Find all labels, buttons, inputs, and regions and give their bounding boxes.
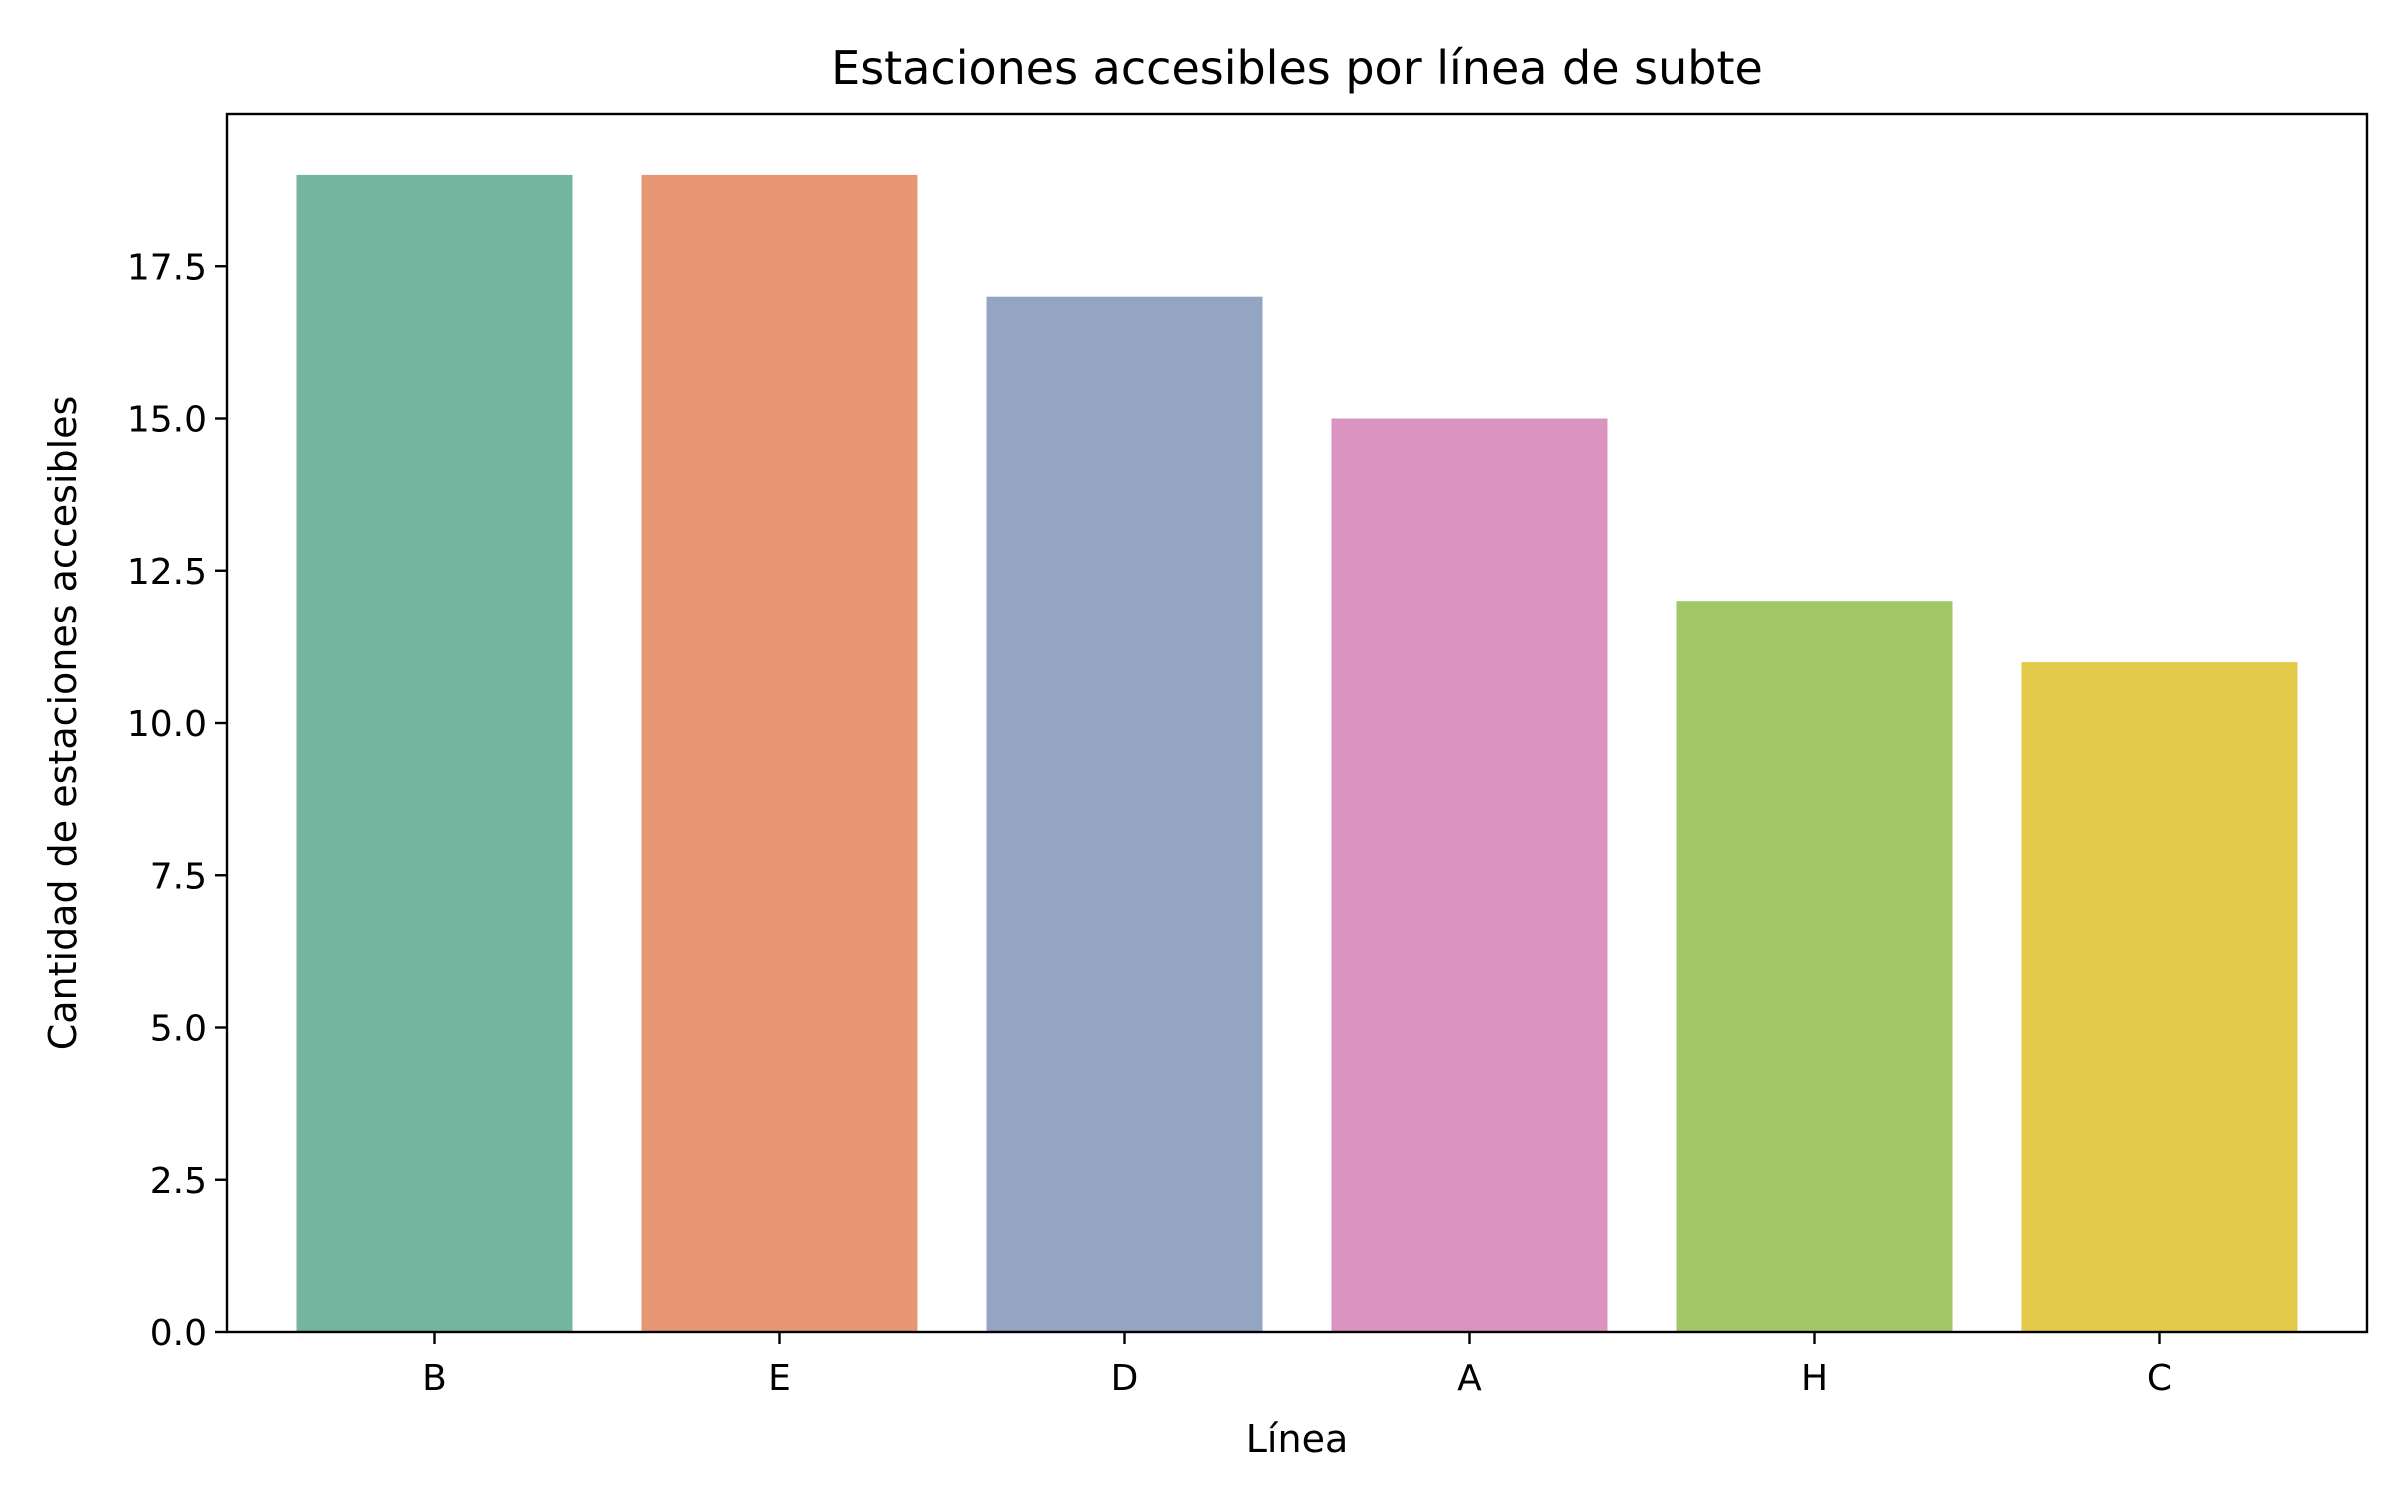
y-tick-label: 5.0 <box>150 1009 207 1050</box>
y-tick-label: 17.5 <box>127 247 207 288</box>
bar-E <box>641 174 918 1332</box>
y-tick-label: 0.0 <box>150 1313 207 1354</box>
bar-C <box>2021 662 2298 1332</box>
chart-title: Estaciones accesibles por línea de subte <box>831 41 1763 95</box>
x-tick-label: A <box>1457 1358 1482 1399</box>
y-tick-label: 7.5 <box>150 856 207 897</box>
bar-B <box>296 174 573 1332</box>
y-axis-ticks: 0.0 2.5 5.0 7.5 10.0 12.5 15.0 17.5 <box>127 247 227 1354</box>
plot-frame <box>225 112 2369 1334</box>
y-tick-label: 10.0 <box>127 704 207 745</box>
y-axis-label: Cantidad de estaciones accesibles <box>41 396 85 1051</box>
y-tick-label: 15.0 <box>127 400 207 441</box>
x-axis-label: Línea <box>1246 1417 1348 1461</box>
y-tick-label: 2.5 <box>150 1161 207 1202</box>
bar-A <box>1331 418 1608 1332</box>
bar-H <box>1676 601 1953 1332</box>
x-tick-label: H <box>1801 1358 1828 1399</box>
bar-D <box>986 296 1263 1333</box>
x-tick-label: E <box>768 1358 791 1399</box>
x-tick-label: B <box>422 1358 447 1399</box>
x-tick-label: C <box>2147 1358 2172 1399</box>
y-tick-label: 12.5 <box>127 552 207 593</box>
bars-layer <box>296 174 2298 1333</box>
x-tick-label: D <box>1111 1358 1139 1399</box>
